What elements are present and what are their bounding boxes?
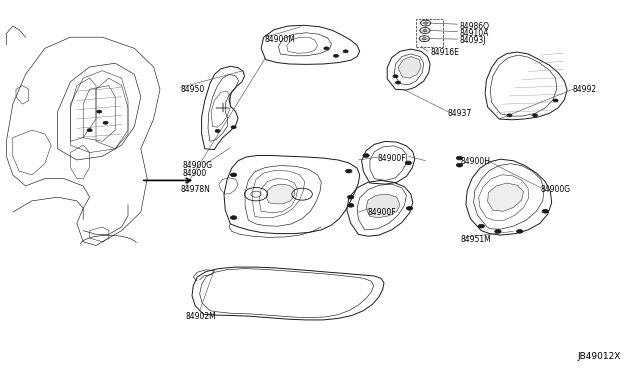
Circle shape [230,173,237,177]
Circle shape [478,224,484,228]
Text: 84900F: 84900F [378,154,406,163]
Text: 84900: 84900 [182,169,207,178]
Text: 84900F: 84900F [368,208,397,217]
Text: 84950: 84950 [180,85,205,94]
Circle shape [97,110,102,113]
Text: 84978N: 84978N [180,185,211,194]
Circle shape [393,75,398,78]
Circle shape [532,114,538,117]
Text: 84951M: 84951M [461,235,492,244]
Circle shape [215,129,220,132]
Circle shape [553,99,558,102]
Circle shape [406,206,413,210]
Circle shape [456,163,463,167]
Circle shape [348,203,354,207]
Circle shape [324,47,329,50]
Circle shape [103,121,108,124]
Text: 84900M: 84900M [264,35,295,44]
Circle shape [87,129,92,132]
Circle shape [542,209,548,213]
Text: 84992: 84992 [573,85,597,94]
Text: 84937: 84937 [448,109,472,118]
Circle shape [333,54,339,57]
Text: JB49012X: JB49012X [577,352,621,361]
Text: 84910A: 84910A [460,29,489,38]
Circle shape [346,169,352,173]
Polygon shape [398,57,421,78]
Text: 84916E: 84916E [430,48,459,57]
Circle shape [348,195,354,199]
Text: 84093J: 84093J [460,36,486,45]
Circle shape [456,156,463,160]
Circle shape [231,126,236,129]
Circle shape [343,50,348,53]
Polygon shape [366,194,400,218]
Circle shape [230,216,237,219]
Circle shape [495,230,501,233]
Text: 84986Q: 84986Q [460,22,490,31]
Text: 84900G: 84900G [182,161,212,170]
Circle shape [363,154,369,157]
Circle shape [507,114,512,117]
Text: 84900H: 84900H [461,157,491,166]
Text: 84902M: 84902M [186,312,216,321]
Text: 84900G: 84900G [541,185,571,194]
Polygon shape [266,184,294,204]
Circle shape [405,161,412,165]
Circle shape [516,230,523,233]
Polygon shape [488,183,524,211]
Circle shape [396,81,401,84]
